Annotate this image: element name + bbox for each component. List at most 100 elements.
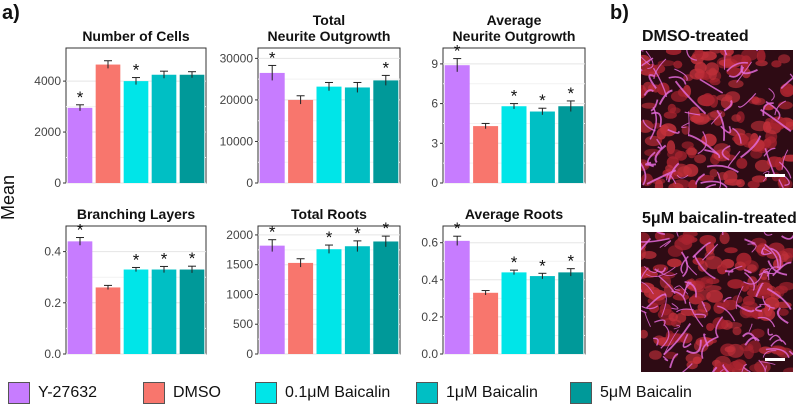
- y-tick-label: 0.4: [421, 273, 438, 287]
- cell-body: [699, 51, 717, 61]
- cell-body: [783, 367, 793, 372]
- bar: [316, 249, 342, 354]
- neurite: [761, 248, 772, 255]
- neurite: [706, 164, 739, 173]
- legend-swatch: [8, 382, 30, 404]
- image-title-baicalin: 5μM baicalin-treated: [642, 210, 797, 227]
- neurite: [674, 68, 688, 81]
- y-tick-label: 0: [246, 347, 253, 361]
- neurite: [717, 305, 736, 322]
- cell-body: [644, 135, 662, 147]
- neurite: [710, 112, 722, 125]
- neurite: [719, 369, 724, 372]
- cell-body: [649, 350, 662, 360]
- bar: [344, 246, 370, 354]
- cell-body: [660, 124, 669, 133]
- cell-body: [665, 50, 682, 55]
- cell-body: [774, 157, 784, 171]
- y-tick-label: 6: [431, 97, 438, 111]
- cell-body: [778, 101, 793, 110]
- legend-swatch: [143, 382, 165, 404]
- neurite: [650, 99, 659, 112]
- legend-label: 0.1μM Baicalin: [285, 384, 391, 401]
- neurite: [658, 270, 678, 277]
- panel-a-label: a): [2, 2, 20, 24]
- cell-body: [746, 284, 759, 291]
- neurite: [763, 267, 775, 275]
- panel-b-label: b): [610, 2, 629, 24]
- neurite: [687, 111, 690, 137]
- cell-body: [688, 179, 698, 188]
- y-tick-label: 4000: [34, 74, 61, 88]
- significance-star: *: [133, 61, 140, 80]
- chart-title: Average Roots: [465, 206, 564, 222]
- neurite: [770, 339, 787, 347]
- neurite: [772, 261, 792, 277]
- bar: [288, 99, 314, 183]
- bar: [151, 269, 177, 354]
- neurite: [769, 247, 782, 271]
- neurite: [765, 101, 781, 121]
- y-tick-label: 3: [431, 136, 438, 150]
- significance-star: *: [354, 224, 361, 243]
- neurite: [645, 161, 657, 166]
- bar: [179, 74, 205, 183]
- cell-body: [762, 121, 772, 133]
- neurite: [654, 267, 667, 273]
- neurite: [742, 332, 757, 342]
- neurite: [701, 336, 719, 359]
- cell-body: [724, 346, 735, 353]
- bar: [344, 87, 370, 183]
- cell-body: [723, 170, 738, 184]
- neurite: [736, 304, 755, 313]
- cell-body: [694, 50, 704, 59]
- neurite: [767, 328, 774, 336]
- cell-body: [706, 277, 720, 285]
- cell-body: [704, 256, 723, 270]
- cell-body: [668, 182, 684, 188]
- significance-star: *: [133, 250, 140, 269]
- cell-body: [669, 107, 681, 114]
- neurite: [766, 287, 792, 310]
- neurite: [656, 138, 663, 150]
- neurite: [668, 76, 687, 85]
- bar: [67, 107, 93, 183]
- neurite: [701, 301, 708, 313]
- neurite: [662, 355, 669, 362]
- cell-body: [747, 180, 760, 188]
- cell-body: [756, 50, 766, 63]
- image-title-dmso: DMSO-treated: [642, 28, 749, 45]
- cell-body: [754, 159, 771, 172]
- neurite: [667, 128, 680, 134]
- neurite: [656, 232, 665, 235]
- cell-body: [765, 136, 777, 149]
- neurite: [659, 240, 672, 249]
- cell-body: [734, 261, 746, 271]
- neurite: [642, 119, 656, 132]
- bar: [501, 272, 527, 354]
- neurite: [763, 147, 776, 157]
- neurite: [748, 323, 753, 332]
- neurite: [654, 319, 666, 327]
- bar: [95, 64, 121, 183]
- neurite: [695, 173, 706, 185]
- cell-body: [701, 133, 717, 147]
- neurite: [673, 324, 681, 330]
- cell-body: [653, 335, 665, 345]
- cell-body: [746, 264, 757, 272]
- y-tick-label: 0: [431, 176, 438, 190]
- significance-star: *: [77, 221, 84, 240]
- neurite: [762, 350, 777, 358]
- chart-title: Total Roots: [291, 206, 367, 222]
- neurite: [669, 353, 679, 369]
- neurite: [658, 275, 676, 294]
- bar: [529, 111, 555, 183]
- neurite: [681, 122, 690, 129]
- dmso-microscopy-image: [641, 50, 793, 188]
- neurite: [641, 309, 647, 314]
- significance-star: *: [511, 87, 518, 106]
- legend-label: 5μM Baicalin: [600, 384, 692, 401]
- neurite: [744, 336, 760, 346]
- neurite: [728, 265, 743, 276]
- neurite: [711, 366, 718, 372]
